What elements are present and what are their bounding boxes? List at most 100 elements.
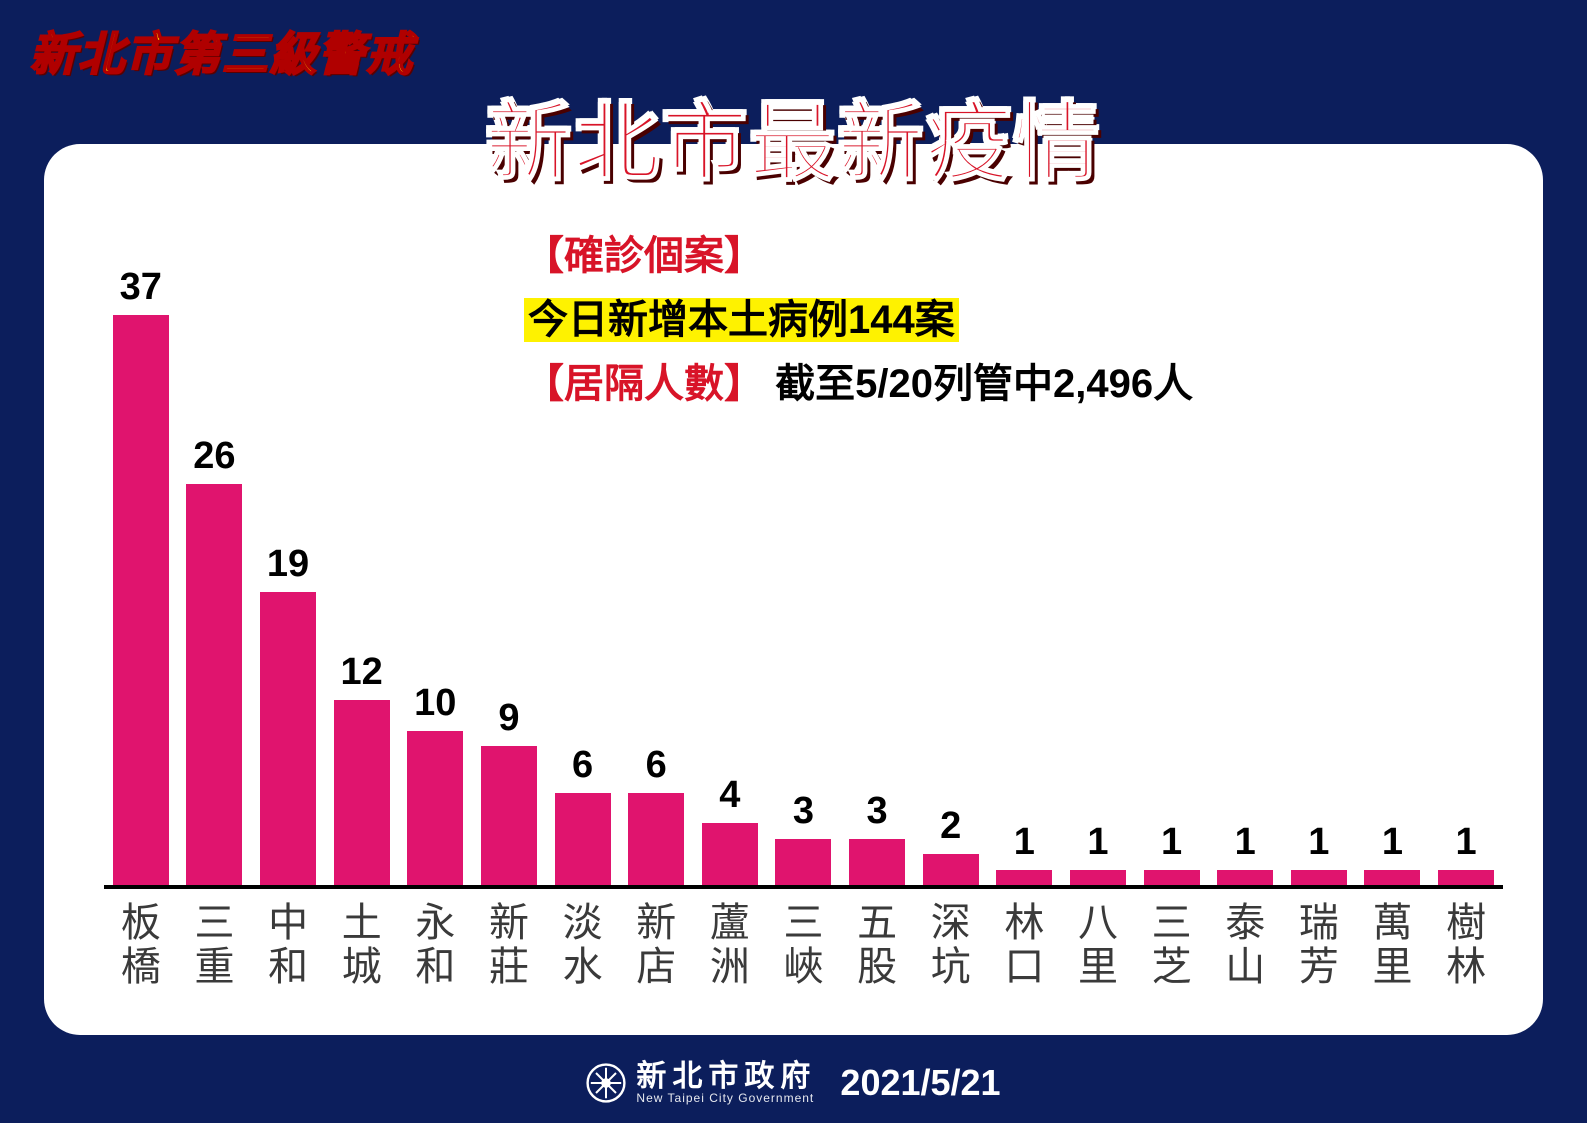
bar-slot: 1	[1208, 821, 1282, 885]
bar-value: 2	[940, 805, 961, 848]
labels-row: 板橋三重中和土城永和新莊淡水新店蘆洲三峽五股深坑林口八里三芝泰山瑞芳萬里樹林	[104, 895, 1503, 999]
bar-slot: 1	[1429, 821, 1503, 885]
label-slot: 深坑	[914, 895, 988, 999]
bar-slot: 6	[619, 744, 693, 885]
label-slot: 淡水	[546, 895, 620, 999]
category-label: 樹林	[1442, 901, 1490, 989]
category-label: 板橋	[117, 901, 165, 989]
label-slot: 樹林	[1429, 895, 1503, 999]
bar-slot: 9	[472, 697, 546, 885]
label-slot: 永和	[399, 895, 473, 999]
bar-rect	[1364, 870, 1420, 885]
bar-slot: 12	[325, 651, 399, 885]
bar-rect	[481, 746, 537, 885]
category-label: 萬里	[1368, 901, 1416, 989]
bar-slot: 1	[1061, 821, 1135, 885]
bar-slot: 2	[914, 805, 988, 885]
category-label: 泰山	[1221, 901, 1269, 989]
label-slot: 蘆洲	[693, 895, 767, 999]
bar-rect	[1291, 870, 1347, 885]
footer-org-en: New Taipei City Government	[636, 1092, 816, 1105]
bar-rect	[1070, 870, 1126, 885]
bar-value: 19	[267, 543, 309, 586]
bar-slot: 1	[1356, 821, 1430, 885]
bar-rect	[260, 592, 316, 885]
bar-value: 1	[1455, 821, 1476, 864]
category-label: 新莊	[485, 901, 533, 989]
page-title: 新北市最新疫情	[486, 72, 1102, 197]
bar-slot: 4	[693, 774, 767, 885]
bar-value: 10	[414, 682, 456, 725]
category-label: 蘆洲	[706, 901, 754, 989]
bar-value: 3	[793, 790, 814, 833]
category-label: 三重	[190, 901, 238, 989]
bar-value: 6	[646, 744, 667, 787]
alert-level-banner: 新北市第三級警戒	[30, 18, 414, 84]
bar-slot: 3	[840, 790, 914, 885]
bar-value: 1	[1087, 821, 1108, 864]
label-slot: 三芝	[1135, 895, 1209, 999]
city-logo-icon	[586, 1063, 626, 1103]
bar-value: 1	[1382, 821, 1403, 864]
category-label: 深坑	[927, 901, 975, 989]
bar-rect	[1438, 870, 1494, 885]
footer-org-zh: 新北市政府	[636, 1061, 816, 1093]
bar-value: 4	[719, 774, 740, 817]
bar-chart: 372619121096643321111111 板橋三重中和土城永和新莊淡水新…	[104, 259, 1503, 999]
bar-value: 1	[1308, 821, 1329, 864]
bar-slot: 10	[399, 682, 473, 885]
bar-rect	[555, 793, 611, 885]
bar-value: 12	[341, 651, 383, 694]
bar-rect	[702, 823, 758, 885]
bar-value: 1	[1014, 821, 1035, 864]
bar-slot: 1	[1282, 821, 1356, 885]
bar-value: 1	[1161, 821, 1182, 864]
bar-rect	[628, 793, 684, 885]
bar-value: 3	[866, 790, 887, 833]
bar-slot: 3	[767, 790, 841, 885]
label-slot: 新莊	[472, 895, 546, 999]
bar-slot: 1	[1135, 821, 1209, 885]
category-label: 土城	[338, 901, 386, 989]
bar-slot: 6	[546, 744, 620, 885]
category-label: 林口	[1000, 901, 1048, 989]
bar-value: 1	[1235, 821, 1256, 864]
label-slot: 八里	[1061, 895, 1135, 999]
bar-value: 37	[120, 266, 162, 309]
category-label: 八里	[1074, 901, 1122, 989]
label-slot: 板橋	[104, 895, 178, 999]
bar-rect	[113, 315, 169, 885]
bar-rect	[1217, 870, 1273, 885]
category-label: 淡水	[559, 901, 607, 989]
content-card: 【確診個案】 今日新增本土病例144案 【居隔人數】 截至5/20列管中2,49…	[44, 144, 1543, 1035]
footer-logo: 新北市政府 New Taipei City Government	[586, 1061, 816, 1105]
label-slot: 新店	[619, 895, 693, 999]
category-label: 中和	[264, 901, 312, 989]
bar-rect	[1144, 870, 1200, 885]
label-slot: 瑞芳	[1282, 895, 1356, 999]
bar-slot: 37	[104, 266, 178, 885]
footer: 新北市政府 New Taipei City Government 2021/5/…	[0, 1061, 1587, 1105]
category-label: 五股	[853, 901, 901, 989]
bar-value: 9	[498, 697, 519, 740]
label-slot: 泰山	[1208, 895, 1282, 999]
bar-slot: 26	[178, 435, 252, 885]
bar-value: 26	[193, 435, 235, 478]
category-label: 新店	[632, 901, 680, 989]
label-slot: 萬里	[1356, 895, 1430, 999]
category-label: 瑞芳	[1295, 901, 1343, 989]
label-slot: 土城	[325, 895, 399, 999]
bar-rect	[186, 484, 242, 885]
bar-rect	[407, 731, 463, 885]
label-slot: 三峽	[767, 895, 841, 999]
bar-rect	[996, 870, 1052, 885]
bar-rect	[923, 854, 979, 885]
label-slot: 林口	[988, 895, 1062, 999]
label-slot: 三重	[178, 895, 252, 999]
category-label: 三芝	[1148, 901, 1196, 989]
label-slot: 中和	[251, 895, 325, 999]
category-label: 永和	[411, 901, 459, 989]
label-slot: 五股	[840, 895, 914, 999]
bar-slot: 1	[988, 821, 1062, 885]
bar-rect	[775, 839, 831, 885]
